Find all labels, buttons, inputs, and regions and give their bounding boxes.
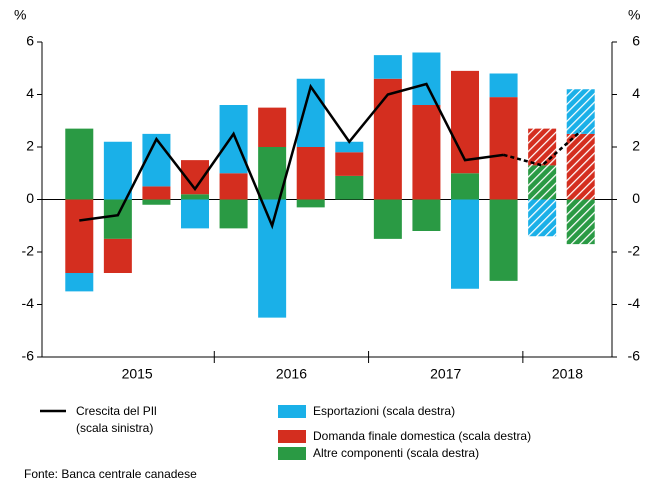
bar (489, 97, 518, 200)
bar (489, 199, 518, 281)
y2-tick-label: -6 (628, 348, 641, 364)
line (79, 82, 504, 230)
bar (103, 199, 132, 239)
bar (373, 199, 402, 239)
x-group-label: 2015 (122, 366, 153, 382)
bar (412, 105, 441, 200)
bar (258, 107, 287, 147)
y2-tick-label: 2 (632, 138, 640, 154)
legend-entry: Esportazioni (scala destra) (313, 404, 456, 418)
y2-tick-label: 6 (632, 33, 640, 49)
bar (528, 165, 557, 200)
bar (181, 199, 209, 229)
y-tick-label: -4 (22, 295, 35, 311)
bar (219, 173, 248, 200)
bar (566, 199, 595, 245)
bar (451, 70, 479, 174)
bar (335, 152, 364, 176)
bar (103, 238, 132, 273)
bar (373, 78, 402, 200)
legend-label: Domanda finale domestica (scala destra) (313, 429, 532, 443)
y2-axis-unit: % (628, 7, 640, 23)
legend-entry: Altre componenti (scala destra) (313, 446, 480, 460)
bar (335, 141, 364, 153)
bar (412, 199, 441, 231)
y2-tick-label: -4 (628, 295, 641, 311)
y-tick-label: 4 (26, 85, 34, 101)
bar (335, 175, 364, 200)
y2-tick-label: -2 (628, 243, 641, 259)
legend-label: Crescita del PIl (scala sinistra) (76, 404, 157, 435)
legend-entry: Domanda finale domestica (scala destra) (313, 429, 532, 443)
bar (296, 147, 325, 200)
y-tick-label: 0 (26, 190, 34, 206)
legend-swatch (278, 447, 306, 460)
bar (451, 173, 479, 200)
x-group-label: 2018 (552, 366, 583, 382)
y2-tick-label: 4 (632, 85, 640, 101)
legend-swatch (278, 430, 306, 443)
source: Fonte: Banca centrale canadese (24, 467, 197, 481)
bar (296, 199, 325, 208)
legend-entry: Crescita del PIl (scala sinistra) (76, 404, 157, 435)
bar (528, 199, 557, 237)
y-axis-unit: % (14, 7, 26, 23)
bar (489, 73, 518, 98)
bar (65, 199, 94, 273)
y-tick-label: 6 (26, 33, 34, 49)
legend-swatch (278, 405, 306, 418)
legend-label: Altre componenti (scala destra) (313, 446, 480, 460)
legend-label: Esportazioni (scala destra) (313, 404, 456, 418)
x-group-label: 2016 (276, 366, 307, 382)
bar (142, 186, 171, 200)
y-tick-label: -2 (22, 243, 35, 259)
bar (258, 199, 287, 318)
bar (451, 199, 479, 289)
bar (566, 89, 595, 134)
bar (373, 55, 402, 79)
bar (65, 273, 94, 292)
bar (219, 199, 248, 229)
bar (219, 105, 248, 174)
y-tick-label: 2 (26, 138, 34, 154)
bar (103, 141, 132, 200)
bar (412, 52, 441, 105)
bar (142, 199, 171, 205)
bar (566, 133, 595, 200)
y-tick-label: -6 (22, 348, 35, 364)
bar (181, 194, 209, 200)
x-group-label: 2017 (430, 366, 461, 382)
bar (528, 128, 557, 166)
y2-tick-label: 0 (632, 190, 640, 206)
bar (65, 128, 94, 200)
